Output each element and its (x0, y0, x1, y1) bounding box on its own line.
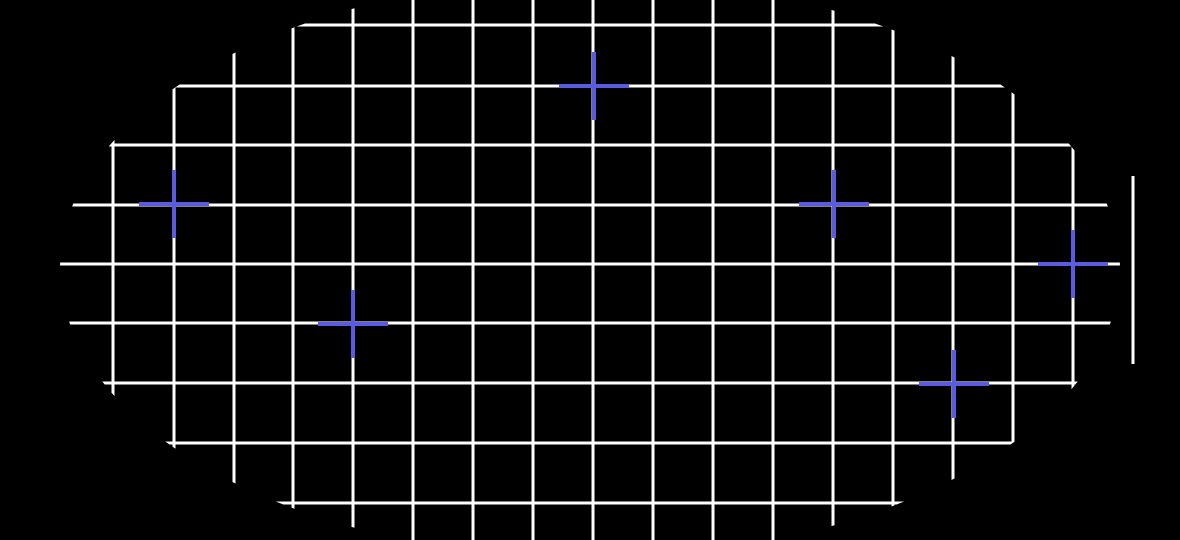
marker-6 (1038, 230, 1108, 298)
marker-2 (559, 52, 629, 120)
marker-1 (139, 170, 209, 238)
marker-5 (919, 350, 989, 418)
marker-3 (318, 290, 388, 358)
markers-group (139, 52, 1108, 418)
marker-4 (799, 170, 869, 238)
